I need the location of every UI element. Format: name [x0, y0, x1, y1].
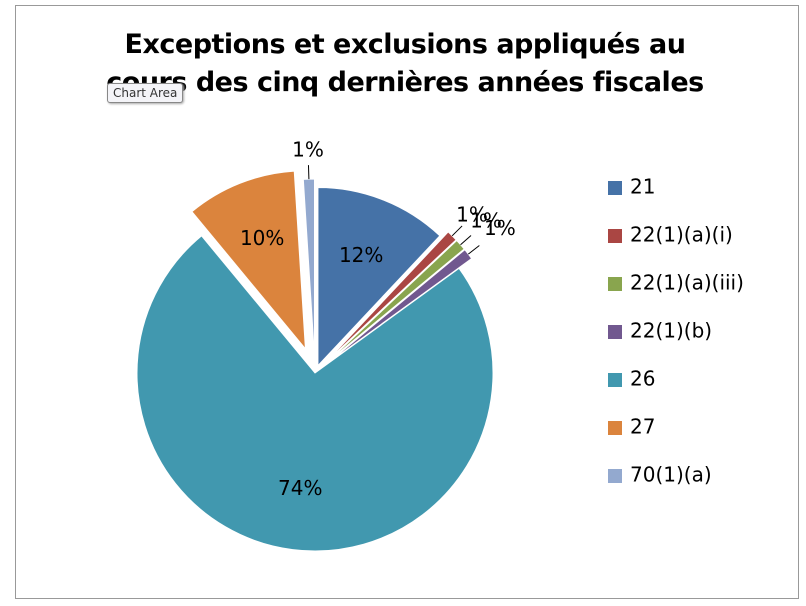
- pie-slice: [191, 170, 307, 351]
- data-label: 12%: [339, 243, 383, 267]
- data-label: 1%: [456, 203, 488, 227]
- legend-label: 27: [630, 415, 655, 439]
- pie-slice: [317, 187, 441, 367]
- legend-label: 22(1)(a)(i): [630, 223, 733, 247]
- leader-line: [467, 245, 480, 255]
- tooltip: Chart Area: [107, 83, 184, 103]
- chart-title: Exceptions et exclusions appliqués au co…: [106, 29, 704, 98]
- legend-label: 22(1)(a)(iii): [630, 271, 744, 295]
- pie-slice: [136, 235, 494, 552]
- pie-slice: [325, 231, 457, 363]
- legend-swatch: [608, 373, 622, 387]
- legend-swatch: [608, 181, 622, 195]
- legend-label: 21: [630, 175, 655, 199]
- pie-slice: [326, 239, 465, 363]
- leader-line: [460, 235, 472, 246]
- legend-label: 70(1)(a): [630, 463, 712, 487]
- leader-line: [451, 225, 463, 237]
- data-label: 74%: [278, 476, 322, 500]
- legend-swatch: [608, 421, 622, 435]
- pie-slice: [327, 249, 473, 364]
- data-label: 1%: [470, 209, 502, 233]
- legend-swatch: [608, 325, 622, 339]
- legend-label: 22(1)(b): [630, 319, 712, 343]
- legend-swatch: [608, 469, 622, 483]
- data-label: 1%: [292, 138, 324, 162]
- legend-swatch: [608, 277, 622, 291]
- legend-label: 26: [630, 367, 655, 391]
- legend-swatch: [608, 229, 622, 243]
- data-label: 10%: [240, 226, 284, 250]
- data-label: 1%: [484, 216, 516, 240]
